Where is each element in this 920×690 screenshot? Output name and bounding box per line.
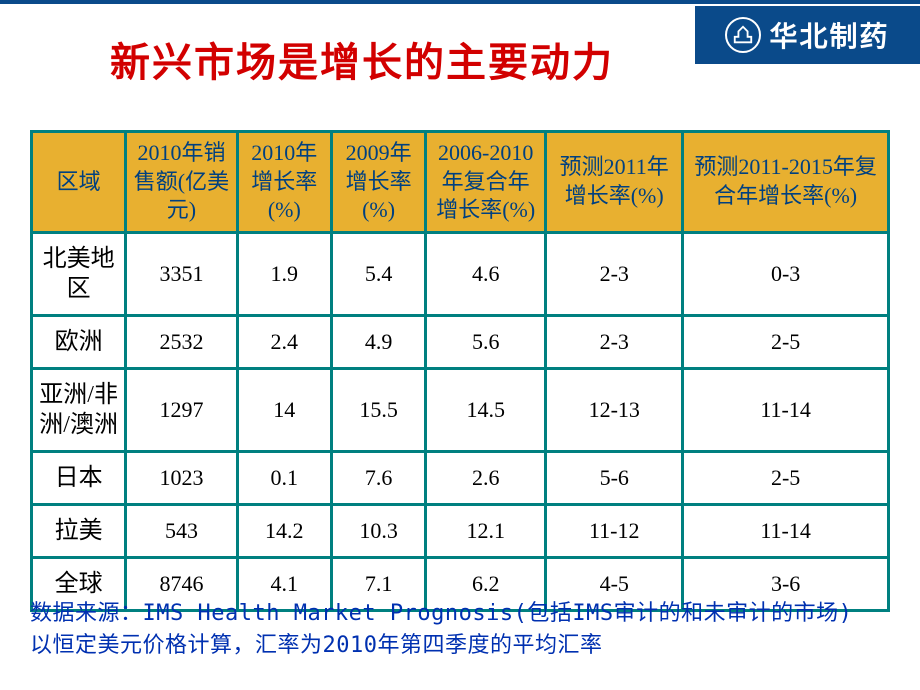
table-row: 亚洲/非洲/澳洲 1297 14 15.5 14.5 12-13 11-14: [32, 368, 889, 451]
cell: 2.4: [237, 315, 331, 368]
col-forecast-cagr: 预测2011-2015年复合年增长率(%): [683, 132, 889, 233]
cell: 5.6: [426, 315, 546, 368]
cell: 1.9: [237, 232, 331, 315]
cell: 14.5: [426, 368, 546, 451]
cell: 12-13: [546, 368, 683, 451]
table-row: 日本 1023 0.1 7.6 2.6 5-6 2-5: [32, 451, 889, 504]
col-growth-2010: 2010年增长率(%): [237, 132, 331, 233]
col-forecast-2011: 预测2011年增长率(%): [546, 132, 683, 233]
table-header-row: 区域 2010年销售额(亿美元) 2010年增长率(%) 2009年增长率(%)…: [32, 132, 889, 233]
table-row: 北美地区 3351 1.9 5.4 4.6 2-3 0-3: [32, 232, 889, 315]
table-row: 欧洲 2532 2.4 4.9 5.6 2-3 2-5: [32, 315, 889, 368]
cell-region: 北美地区: [32, 232, 126, 315]
cell: 5.4: [331, 232, 425, 315]
col-growth-2009: 2009年增长率(%): [331, 132, 425, 233]
slide-title: 新兴市场是增长的主要动力: [110, 30, 614, 88]
cell: 2532: [126, 315, 237, 368]
cell: 10.3: [331, 504, 425, 557]
cell: 2-5: [683, 451, 889, 504]
cell: 12.1: [426, 504, 546, 557]
cell-region: 亚洲/非洲/澳洲: [32, 368, 126, 451]
cell: 0-3: [683, 232, 889, 315]
col-cagr-2006-2010: 2006-2010年复合年增长率(%): [426, 132, 546, 233]
cell: 14: [237, 368, 331, 451]
cell: 11-12: [546, 504, 683, 557]
logo-icon: [725, 17, 761, 53]
source-line-2: 以恒定美元价格计算，汇率为2010年第四季度的平均汇率: [30, 630, 852, 662]
logo-text: 华北制药: [769, 15, 889, 55]
cell: 1297: [126, 368, 237, 451]
cell: 15.5: [331, 368, 425, 451]
cell-region: 拉美: [32, 504, 126, 557]
cell: 3351: [126, 232, 237, 315]
cell-region: 日本: [32, 451, 126, 504]
cell: 11-14: [683, 504, 889, 557]
cell: 1023: [126, 451, 237, 504]
col-sales-2010: 2010年销售额(亿美元): [126, 132, 237, 233]
cell: 5-6: [546, 451, 683, 504]
header-divider: [0, 0, 920, 4]
cell: 11-14: [683, 368, 889, 451]
company-logo: 华北制药: [695, 6, 920, 64]
cell: 7.6: [331, 451, 425, 504]
market-table: 区域 2010年销售额(亿美元) 2010年增长率(%) 2009年增长率(%)…: [30, 130, 890, 612]
cell: 2.6: [426, 451, 546, 504]
cell: 4.9: [331, 315, 425, 368]
table-row: 拉美 543 14.2 10.3 12.1 11-12 11-14: [32, 504, 889, 557]
cell: 2-3: [546, 232, 683, 315]
cell: 0.1: [237, 451, 331, 504]
cell-region: 欧洲: [32, 315, 126, 368]
source-line-1: 数据来源：IMS Health Market Prognosis(包括IMS审计…: [30, 598, 852, 630]
cell: 2-3: [546, 315, 683, 368]
cell: 4.6: [426, 232, 546, 315]
cell: 2-5: [683, 315, 889, 368]
col-region: 区域: [32, 132, 126, 233]
source-note: 数据来源：IMS Health Market Prognosis(包括IMS审计…: [30, 598, 852, 662]
cell: 14.2: [237, 504, 331, 557]
cell: 543: [126, 504, 237, 557]
